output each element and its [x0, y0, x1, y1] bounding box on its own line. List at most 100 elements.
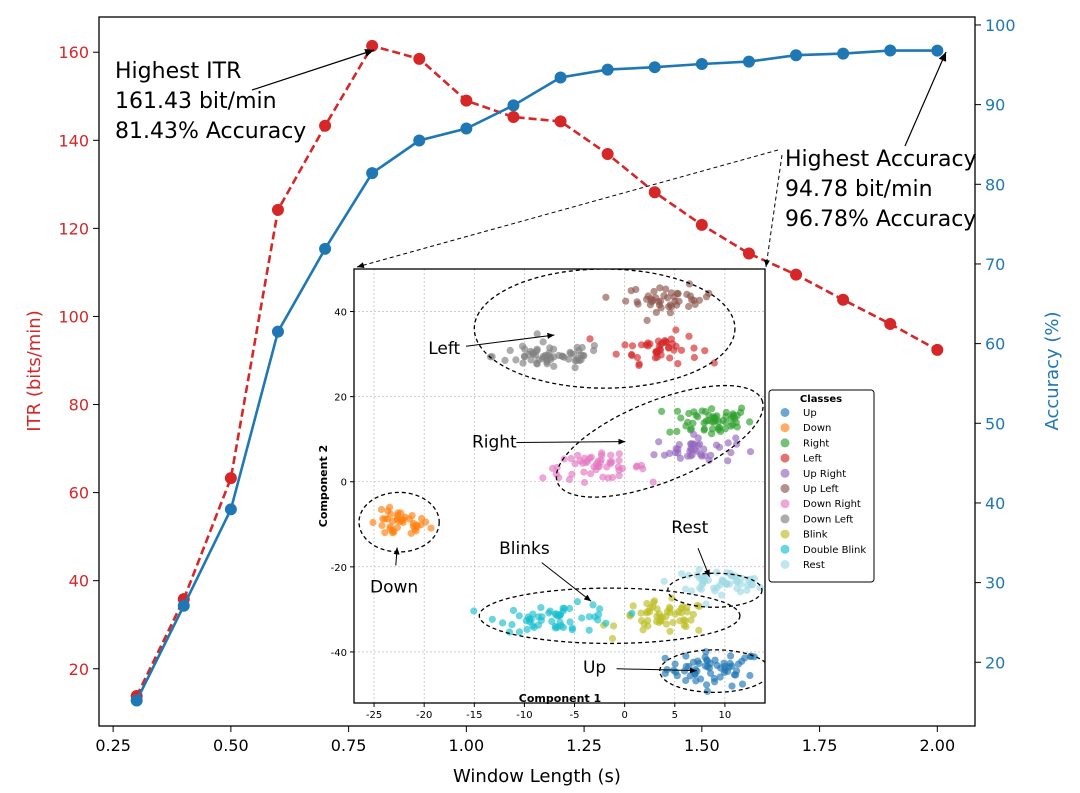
- inset-cluster-ellipses: [358, 269, 765, 694]
- scatter-point: [560, 455, 568, 463]
- inset-cluster-labels: Left Right Down Blinks Rest Up: [370, 332, 710, 678]
- scatter-point: [607, 451, 615, 459]
- right-y-axis-ticks: 20 30 40 50 60 70 80 90 100: [975, 16, 1016, 672]
- scatter-point: [667, 335, 675, 343]
- scatter-point: [587, 453, 595, 461]
- scatter-point: [608, 458, 616, 466]
- scatter-point: [697, 675, 705, 683]
- scatter-point: [691, 665, 700, 674]
- x-tick-label: 1.00: [449, 736, 485, 755]
- scatter-point: [679, 603, 687, 611]
- right-y-tick-label: 100: [985, 16, 1016, 35]
- scatter-point: [523, 625, 531, 634]
- accuracy-point: [884, 44, 897, 57]
- scatter-point: [707, 451, 715, 459]
- scatter-point: [596, 459, 604, 467]
- scatter-point: [667, 303, 676, 311]
- scatter-point: [655, 438, 663, 446]
- inset-x-tick-label: 0: [621, 710, 627, 721]
- itr-point: [271, 203, 284, 216]
- scatter-point: [637, 609, 645, 617]
- scatter-point: [652, 308, 660, 316]
- scatter-point: [377, 505, 385, 514]
- cluster-label-arrow: [516, 438, 626, 445]
- scatter-point: [733, 584, 741, 593]
- cluster-ellipse: [555, 384, 764, 498]
- scatter-point: [574, 451, 582, 459]
- scatter-point: [721, 425, 730, 433]
- scatter-point: [746, 448, 755, 456]
- scatter-point: [640, 620, 648, 628]
- inset-y-tick-label: 0: [341, 478, 347, 489]
- scatter-point: [708, 405, 716, 413]
- legend: Classes Up Down Right Left Up Right Up Left Do…: [768, 389, 875, 583]
- scatter-point: [555, 351, 563, 360]
- accuracy-point: [742, 55, 755, 68]
- right-y-tick-label: 70: [985, 255, 1005, 274]
- scatter-point: [568, 470, 576, 478]
- scatter-point: [682, 676, 690, 685]
- cluster-label-arrow: [541, 562, 592, 602]
- scatter-point: [610, 622, 618, 630]
- scatter-point: [545, 349, 553, 357]
- legend-marker: [780, 514, 790, 524]
- scatter-point: [596, 605, 604, 613]
- scatter-point: [378, 521, 386, 530]
- scatter-point: [662, 285, 670, 293]
- scatter-point: [738, 404, 746, 412]
- scatter-point: [394, 509, 402, 517]
- scatter-point: [658, 407, 666, 415]
- cluster-label-arrow: [465, 332, 555, 347]
- scatter-point: [724, 439, 732, 447]
- scatter-point: [580, 468, 588, 476]
- scatter-point: [646, 604, 654, 612]
- scatter-point: [731, 573, 739, 581]
- scatter-point: [727, 652, 735, 660]
- accuracy-point: [648, 61, 661, 74]
- scatter-point: [586, 335, 594, 343]
- right-y-tick-label: 20: [985, 653, 1005, 672]
- scatter-point: [673, 289, 682, 297]
- scatter-point: [748, 581, 757, 589]
- scatter-point: [644, 292, 652, 300]
- scatter-point: [644, 339, 652, 347]
- accuracy-point: [554, 71, 567, 84]
- annotation-highest-itr-arrow: [251, 49, 375, 91]
- scatter-point: [674, 360, 682, 368]
- scatter-point: [627, 287, 635, 295]
- legend-label: Up Right: [803, 469, 846, 480]
- scatter-point: [615, 472, 623, 480]
- scatter-point: [728, 662, 736, 670]
- scatter-point: [369, 518, 377, 527]
- scatter-point: [573, 598, 582, 606]
- inset-y-tick-label: 20: [334, 393, 347, 404]
- scatter-point: [548, 464, 557, 473]
- scatter-point: [599, 473, 607, 481]
- itr-point: [601, 147, 614, 160]
- accuracy-point: [177, 599, 190, 612]
- scatter-point: [732, 434, 740, 442]
- accuracy-point: [931, 44, 944, 57]
- legend-title: Classes: [800, 394, 842, 405]
- scatter-point: [488, 615, 496, 623]
- scatter-point: [550, 362, 558, 370]
- scatter-point: [643, 316, 651, 324]
- annotation-highest-accuracy-line-3: 96.78% Accuracy: [785, 207, 976, 232]
- cluster-label-arrow: [697, 548, 710, 578]
- inset-scatter: -25 -20 -15 -10 -5 0 5 10 -40 -20 0 20 40 Left Right D…: [317, 268, 766, 721]
- scatter-point: [381, 515, 389, 523]
- itr-point: [554, 115, 567, 128]
- scatter-point: [388, 517, 396, 525]
- x-tick-label: 2.00: [920, 736, 956, 755]
- scatter-point: [684, 571, 693, 580]
- scatter-point: [589, 601, 597, 609]
- scatter-point: [527, 356, 535, 364]
- annotation-highest-itr-line-2: 161.43 bit/min: [115, 89, 277, 114]
- scatter-point: [664, 294, 672, 302]
- scatter-point: [682, 652, 690, 660]
- accuracy-point: [224, 503, 237, 516]
- scatter-point: [608, 634, 617, 643]
- accuracy-series: [130, 44, 944, 707]
- scatter-point: [695, 602, 703, 611]
